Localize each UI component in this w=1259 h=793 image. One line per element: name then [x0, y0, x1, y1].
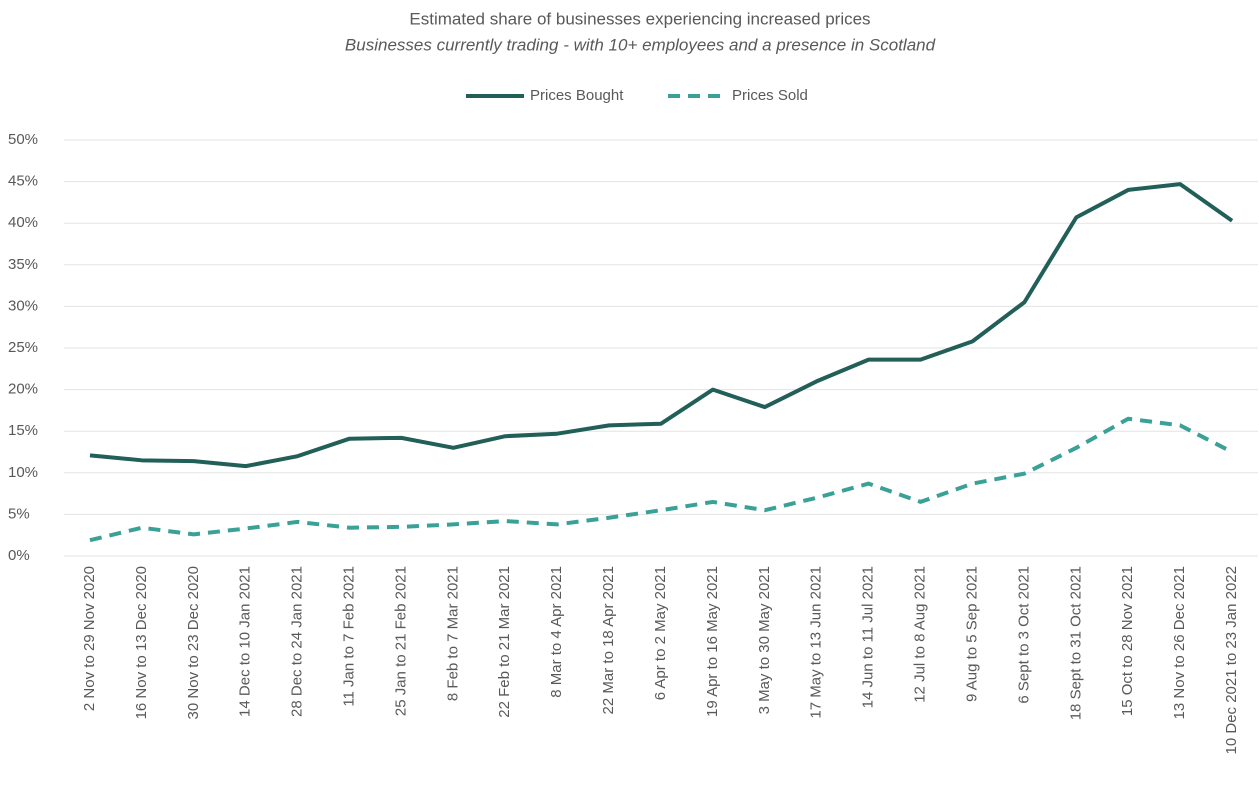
legend-label: Prices Bought — [530, 87, 624, 104]
x-tick-label: 6 Sept to 3 Oct 2021 — [1015, 566, 1032, 704]
y-tick-label: 25% — [8, 339, 38, 356]
y-tick-label: 50% — [8, 131, 38, 148]
y-tick-label: 5% — [8, 505, 30, 522]
x-tick-label: 18 Sept to 31 Oct 2021 — [1067, 566, 1084, 720]
x-tick-label: 14 Jun to 11 Jul 2021 — [860, 566, 877, 708]
y-tick-label: 40% — [8, 214, 38, 231]
x-tick-label: 13 Nov to 26 Dec 2021 — [1171, 566, 1188, 719]
x-tick-label: 14 Dec to 10 Jan 2021 — [237, 566, 254, 717]
legend-label: Prices Sold — [732, 87, 808, 104]
series-line — [89, 182, 1234, 469]
x-tick-label: 8 Feb to 7 Mar 2021 — [444, 566, 461, 701]
x-tick-label: 17 May to 13 Jun 2021 — [808, 566, 825, 719]
x-tick-label: 2 Nov to 29 Nov 2020 — [81, 566, 98, 711]
x-tick-label: 25 Jan to 21 Feb 2021 — [392, 566, 409, 716]
x-tick-label: 6 Apr to 2 May 2021 — [652, 566, 669, 700]
y-tick-label: 35% — [8, 256, 38, 273]
x-tick-label: 3 May to 30 May 2021 — [756, 566, 773, 714]
x-tick-label: 19 Apr to 16 May 2021 — [704, 566, 721, 717]
y-tick-label: 10% — [8, 464, 38, 481]
y-tick-label: 20% — [8, 381, 38, 398]
x-tick-label: 8 Mar to 4 Apr 2021 — [548, 566, 565, 698]
y-tick-label: 45% — [8, 173, 38, 190]
x-tick-label: 30 Nov to 23 Dec 2020 — [185, 566, 202, 719]
x-tick-label: 9 Aug to 5 Sep 2021 — [963, 566, 980, 702]
chart-title: Estimated share of businesses experienci… — [409, 9, 870, 28]
x-tick-label: 11 Jan to 7 Feb 2021 — [340, 566, 357, 707]
x-tick-label: 10 Dec 2021 to 23 Jan 2022 — [1223, 566, 1240, 754]
y-tick-label: 0% — [8, 547, 30, 564]
x-tick-label: 16 Nov to 13 Dec 2020 — [133, 566, 150, 719]
x-tick-label: 15 Oct to 28 Nov 2021 — [1119, 566, 1136, 716]
chart-subtitle: Businesses currently trading - with 10+ … — [345, 35, 936, 54]
x-tick-label: 22 Mar to 18 Apr 2021 — [600, 566, 617, 714]
y-tick-label: 30% — [8, 297, 38, 314]
x-tick-label: 28 Dec to 24 Jan 2021 — [289, 566, 306, 717]
y-tick-label: 15% — [8, 422, 38, 439]
x-tick-label: 12 Jul to 8 Aug 2021 — [912, 566, 929, 703]
x-tick-label: 22 Feb to 21 Mar 2021 — [496, 566, 513, 718]
series-line — [89, 416, 1233, 543]
